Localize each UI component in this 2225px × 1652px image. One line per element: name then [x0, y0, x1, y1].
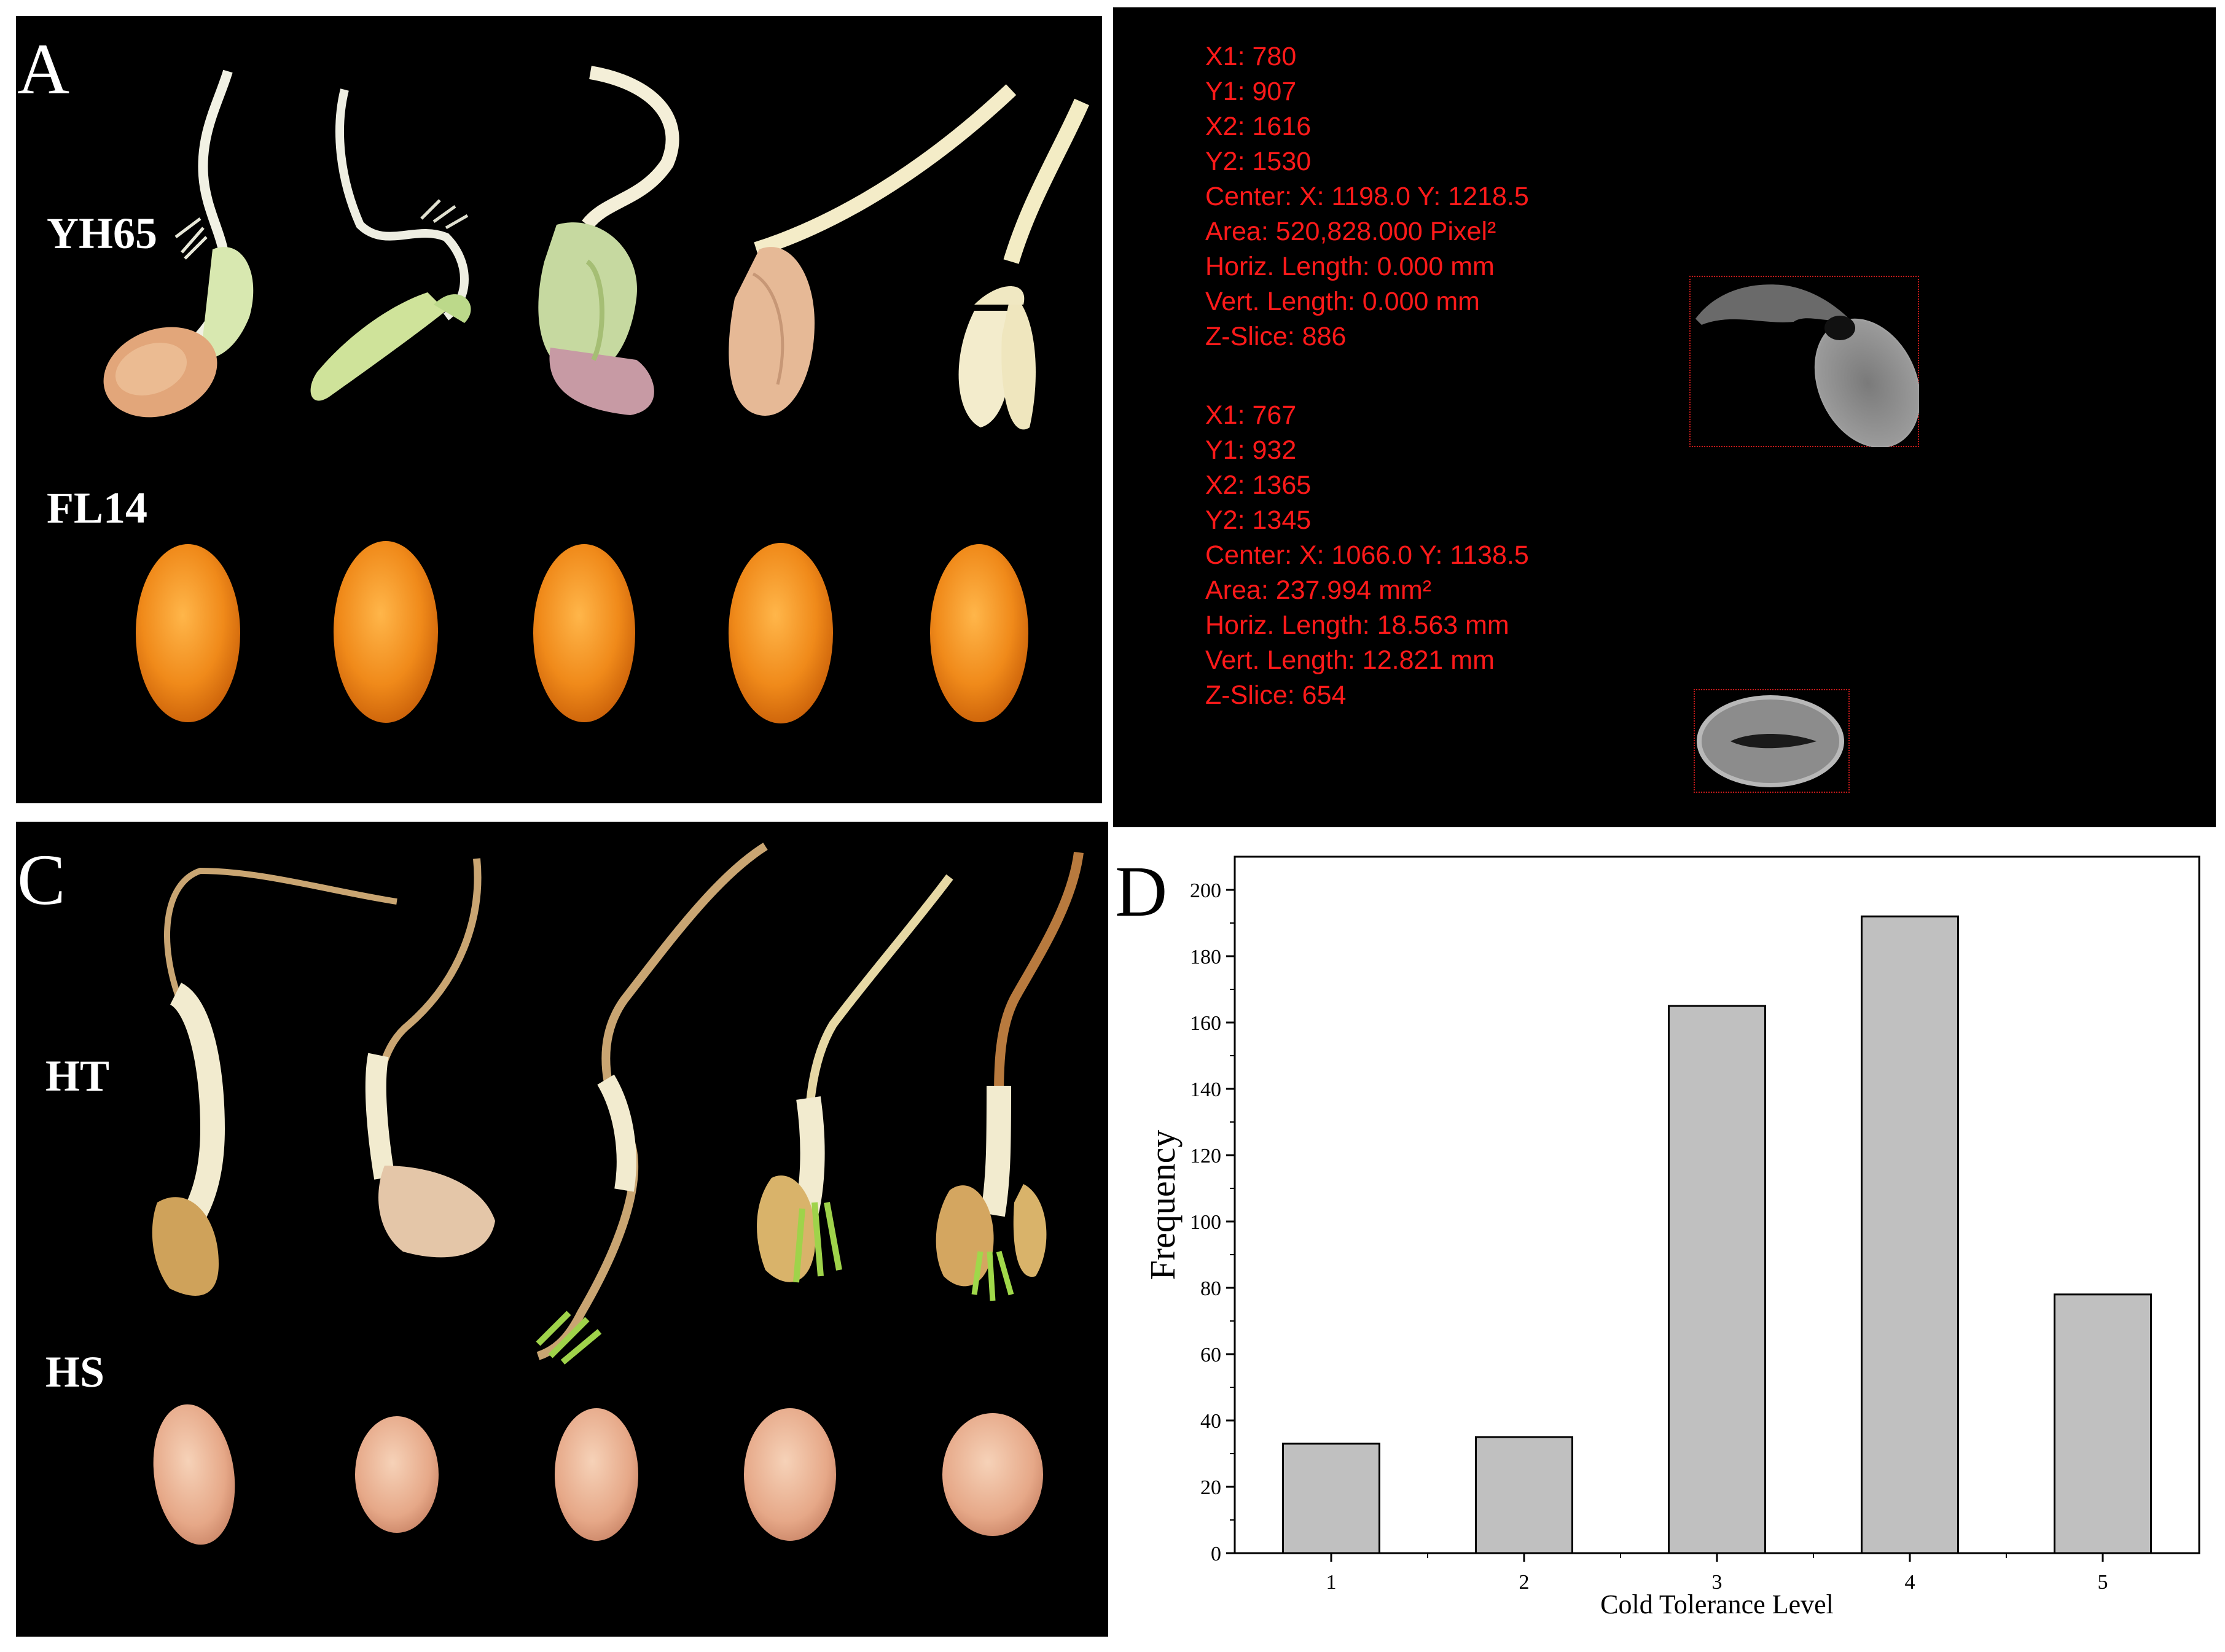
fl14-seed-5	[930, 544, 1028, 722]
fl14-seed-1	[136, 544, 240, 722]
readout-1-line: X2: 1616	[1205, 112, 1312, 141]
y-tick-label: 140	[1190, 1078, 1221, 1101]
ct-scan-seedling	[1695, 284, 1919, 447]
hs-seed-5	[942, 1413, 1043, 1536]
panel-c-letter: C	[17, 840, 66, 920]
readout-2-line: Area: 237.994 mm²	[1205, 575, 1432, 605]
readout-1-line: X1: 780	[1205, 42, 1297, 71]
ht-seedling-1	[152, 867, 397, 1296]
readout-2-line: Center: X: 1066.0 Y: 1138.5	[1205, 540, 1529, 570]
cold-tolerance-bar-chart: 0 20 40 60 80 100 120 140 160 180 200 1 2 3 4 5 Cold T…	[1143, 855, 2200, 1619]
hs-seed-2	[355, 1416, 439, 1533]
y-tick-label: 0	[1211, 1543, 1221, 1565]
bar-5	[2054, 1293, 2152, 1554]
bar-2	[1475, 1436, 1573, 1554]
readout-2-line: X1: 767	[1205, 400, 1297, 430]
readout-2-line: Y2: 1345	[1205, 505, 1312, 535]
y-tick-label: 80	[1200, 1277, 1221, 1300]
fl14-seed-3	[533, 544, 635, 722]
readout-2-line: X2: 1365	[1205, 470, 1312, 500]
panel-b-letter: B	[1114, 31, 1163, 112]
panel-d: D 0 20 40 60 80 100 120 140 160 180 200 1 2 3 4 5 Cold…	[1113, 827, 2216, 1649]
yh65-seedling-2	[310, 88, 471, 401]
readout-1-line: Center: X: 1198.0 Y: 1218.5	[1205, 182, 1529, 211]
fl14-seed-4	[729, 543, 833, 723]
readout-2-line: Y1: 932	[1205, 435, 1297, 465]
dormant-seeds-hs-photo	[153, 1404, 1043, 1545]
y-tick-label: 100	[1190, 1211, 1221, 1234]
x-axis-title: Cold Tolerance Level	[1600, 1589, 1834, 1619]
ht-seedling-3	[536, 843, 768, 1365]
readout-1-line: Z-Slice: 886	[1205, 322, 1347, 351]
readout-1-line: Y2: 1530	[1205, 147, 1312, 176]
readout-1-line: Vert. Length: 0.000 mm	[1205, 287, 1480, 316]
measurement-readout-2: X1: 767 Y1: 932 X2: 1365 Y2: 1345 Center…	[1205, 398, 1529, 713]
ht-seedling-5	[936, 852, 1084, 1301]
hs-seed-3	[555, 1408, 638, 1541]
germinated-seedlings-ht-photo	[152, 843, 1084, 1365]
bar-4	[1861, 915, 1959, 1554]
bar-1	[1282, 1443, 1380, 1554]
y-tick-label: 200	[1190, 879, 1221, 902]
y-tick-label: 60	[1200, 1344, 1221, 1366]
row-label-fl14: FL14	[47, 483, 148, 532]
yh65-seedling-4	[729, 84, 1017, 416]
bar-3	[1668, 1005, 1766, 1554]
ct-measure-box-2	[1694, 689, 1850, 793]
x-tick-label: 1	[1326, 1571, 1337, 1594]
readout-2-line: Vert. Length: 12.821 mm	[1205, 645, 1495, 675]
dormant-seeds-fl14-photo	[136, 541, 1028, 723]
readout-1-line: Y1: 907	[1205, 77, 1297, 106]
ht-seedling-2	[365, 858, 495, 1258]
panel-a-letter: A	[17, 29, 70, 109]
y-tick-label: 120	[1190, 1145, 1221, 1167]
measurement-readout-1: X1: 780 Y1: 907 X2: 1616 Y2: 1530 Center…	[1205, 39, 1529, 354]
ct-measure-box-1	[1689, 276, 1919, 447]
x-tick-label: 4	[1905, 1571, 1915, 1594]
ht-seedling-4	[757, 874, 953, 1283]
x-tick-label: 2	[1519, 1571, 1530, 1594]
yh65-seedling-1	[103, 69, 254, 418]
hs-seed-1	[153, 1404, 235, 1545]
x-tick-label: 3	[1712, 1571, 1723, 1594]
row-label-hs: HS	[45, 1347, 105, 1397]
panel-c: C HT HS	[16, 822, 1108, 1637]
readout-1-line: Area: 520,828.000 Pixel²	[1205, 217, 1496, 246]
yh65-seedling-5	[958, 98, 1089, 430]
row-label-yh65: YH65	[47, 209, 157, 258]
readout-1-line: Horiz. Length: 0.000 mm	[1205, 252, 1495, 281]
germinated-seedlings-yh65-photo	[103, 66, 1089, 430]
y-tick-label: 160	[1190, 1012, 1221, 1035]
panel-b: B X1: 780 Y1: 907 X2: 1616 Y2: 1530 Cent…	[1113, 7, 2216, 827]
x-tick-label: 5	[2098, 1571, 2108, 1594]
y-axis-title: Frequency	[1143, 1130, 1183, 1280]
ct-scan-seed	[1697, 695, 1844, 787]
y-tick-label: 40	[1200, 1410, 1221, 1433]
row-label-ht: HT	[45, 1051, 110, 1101]
y-tick-label: 180	[1190, 946, 1221, 968]
hs-seed-4	[744, 1408, 836, 1541]
fl14-seed-2	[334, 541, 438, 723]
panel-a: A YH65 FL14	[16, 16, 1102, 803]
panel-d-letter: D	[1115, 851, 1168, 932]
y-tick-label: 20	[1200, 1476, 1221, 1499]
readout-2-line: Z-Slice: 654	[1205, 680, 1347, 710]
readout-2-line: Horiz. Length: 18.563 mm	[1205, 610, 1509, 640]
yh65-seedling-3	[538, 66, 679, 415]
